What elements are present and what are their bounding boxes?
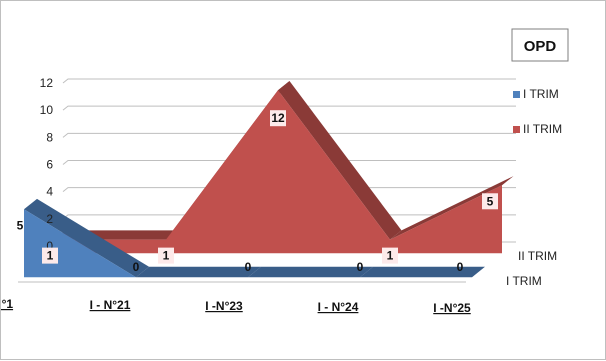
data-label: 1 — [387, 249, 394, 263]
series-1-top-segment — [278, 81, 402, 240]
series-0-top-segment — [248, 266, 373, 278]
x-category-label: I -N°23 — [205, 299, 243, 313]
y-tick-label: 10 — [40, 103, 54, 117]
x-category-label: I - N°1 — [1, 297, 13, 311]
gridline — [62, 160, 516, 165]
gridline — [62, 132, 516, 138]
legend-label-i-trim: I TRIM — [523, 87, 559, 101]
series-1-area — [54, 90, 502, 254]
data-label: 0 — [457, 260, 464, 274]
x-category-label: I - N°24 — [318, 300, 359, 314]
series-0-top-segment — [136, 266, 261, 278]
data-label: 0 — [357, 260, 364, 274]
depth-label-i-trim: I TRIM — [506, 274, 542, 288]
data-label: 0 — [245, 260, 252, 274]
label-layer: 0 2 4 6 8 10 12 1 1 12 1 5 5 0 0 0 0 I - N°1 I - N°21 I -N°… — [1, 76, 498, 315]
series-1-top-segment — [390, 176, 514, 240]
gridline — [62, 78, 516, 84]
data-label-bg — [270, 110, 286, 127]
data-label: 5 — [17, 218, 24, 232]
data-label: 5 — [487, 194, 494, 208]
y-tick-label: 12 — [40, 76, 54, 90]
series-0-top-segment — [360, 266, 485, 278]
y-tick-label: 6 — [46, 158, 53, 172]
gridline — [62, 105, 516, 111]
title-box — [511, 28, 569, 62]
legend-swatch-i-trim — [513, 91, 520, 98]
y-tick-label: 4 — [46, 185, 53, 199]
x-category-label: I -N°25 — [433, 301, 471, 315]
data-label-bg — [382, 247, 398, 264]
legend-swatch-ii-trim — [513, 126, 520, 133]
data-label-bg — [482, 193, 498, 210]
data-label: 1 — [163, 249, 170, 263]
series-0-top-segment — [24, 198, 149, 278]
data-label: 1 — [47, 249, 54, 263]
y-tick-label: 0 — [46, 239, 53, 253]
y-tick-label: 8 — [46, 130, 53, 144]
data-label-bg — [158, 247, 174, 264]
series-0-area — [24, 209, 472, 278]
data-label: 0 — [133, 260, 140, 274]
series-layer — [24, 81, 514, 278]
x-category-label: I - N°21 — [90, 298, 131, 312]
legend-label-ii-trim: II TRIM — [523, 122, 562, 136]
data-label: 12 — [271, 111, 285, 125]
y-tick-label: 2 — [46, 212, 53, 226]
depth-label-ii-trim: II TRIM — [518, 249, 557, 263]
data-label-bg — [42, 247, 58, 264]
chart-title: OPD — [524, 38, 557, 55]
